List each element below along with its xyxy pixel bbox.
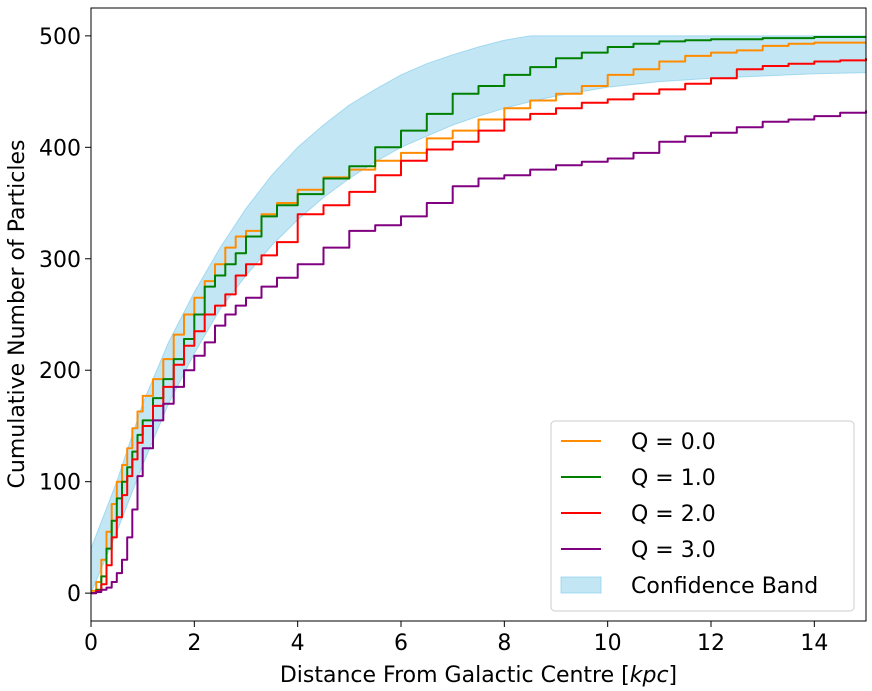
legend-label: Q = 3.0 (631, 538, 716, 563)
legend-label: Q = 1.0 (631, 466, 716, 491)
legend-label: Q = 2.0 (631, 502, 716, 527)
y-tick-label: 200 (39, 359, 81, 384)
legend-swatch-band (560, 576, 602, 594)
y-tick-label: 500 (39, 25, 81, 50)
legend: Q = 0.0 Q = 1.0 Q = 2.0 Q = 3.0 Confidence B… (550, 420, 855, 612)
x-tick-label: 12 (697, 631, 725, 656)
x-tick-label: 8 (497, 631, 511, 656)
y-tick-label: 100 (39, 471, 81, 496)
legend-box (550, 420, 855, 612)
x-tick-label: 0 (84, 631, 98, 656)
x-tick-label: 4 (291, 631, 305, 656)
series-line-2 (91, 36, 866, 595)
x-tick-label: 10 (594, 631, 622, 656)
y-tick-label: 300 (39, 248, 81, 273)
x-axis-ticks: 0 2 4 6 8 10 12 14 (84, 621, 828, 656)
x-axis-unit: kpc (630, 663, 669, 688)
series-lines-layer (91, 36, 867, 595)
y-axis-ticks: 0 100 200 300 400 500 (39, 25, 91, 607)
x-axis-label: Distance From Galactic Centre [kpc] (280, 663, 677, 688)
x-tick-label: 14 (800, 631, 828, 656)
x-tick-label: 6 (394, 631, 408, 656)
legend-label-band: Confidence Band (631, 574, 818, 599)
series-line-3 (91, 58, 867, 595)
x-tick-label: 2 (187, 631, 201, 656)
y-tick-label: 400 (39, 136, 81, 161)
series-line-1 (91, 41, 866, 592)
legend-label: Q = 0.0 (631, 430, 716, 455)
y-tick-label: 0 (67, 582, 81, 607)
y-axis-label: Cumulative Number of Particles (5, 140, 30, 489)
series-line-4 (91, 110, 867, 595)
plot-area-frame (90, 7, 867, 622)
